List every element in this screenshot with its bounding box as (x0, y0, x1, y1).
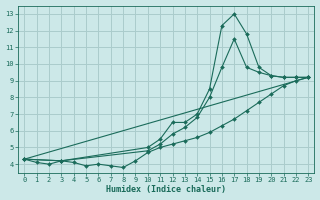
X-axis label: Humidex (Indice chaleur): Humidex (Indice chaleur) (106, 185, 226, 194)
